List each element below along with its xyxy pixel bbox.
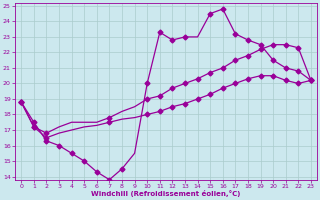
- X-axis label: Windchill (Refroidissement éolien,°C): Windchill (Refroidissement éolien,°C): [92, 190, 241, 197]
